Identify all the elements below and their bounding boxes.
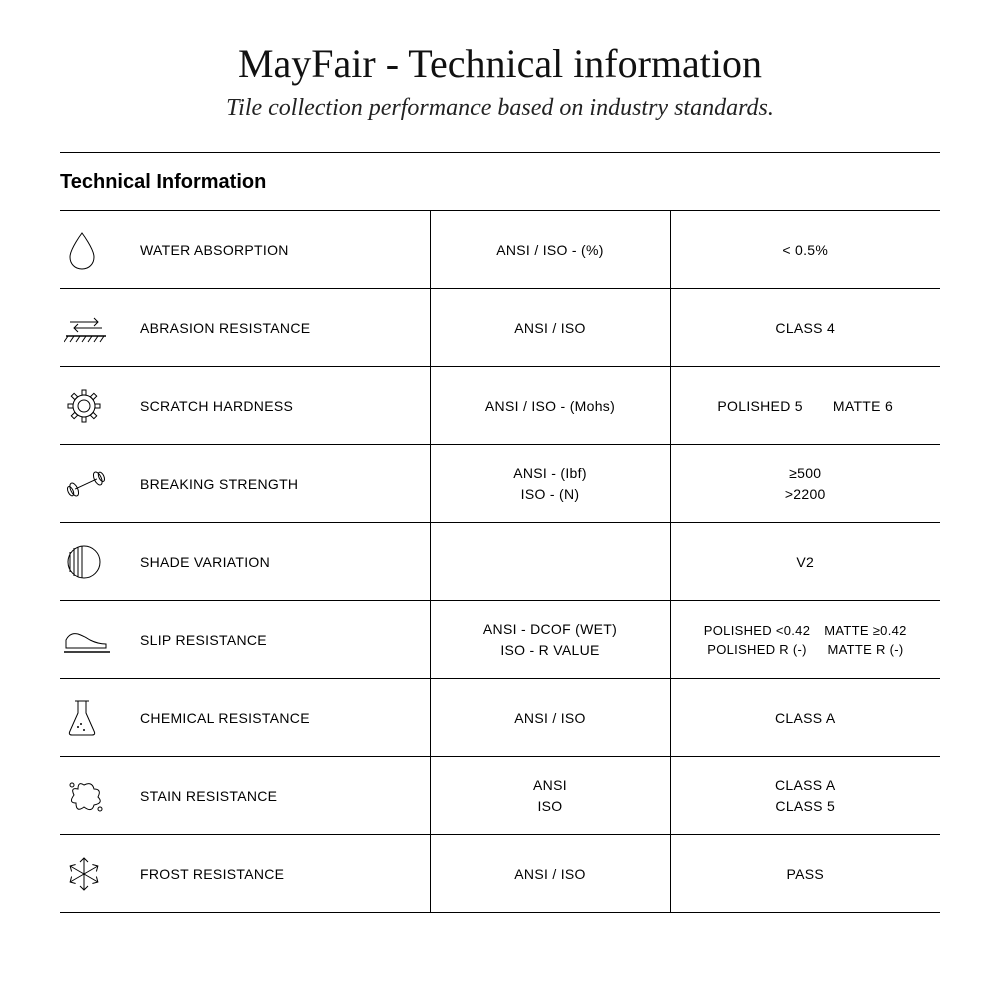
icon-cell	[60, 367, 120, 445]
value-iso: CLASS 5	[671, 796, 941, 817]
row-value: CLASS A CLASS 5	[670, 757, 940, 835]
flask-icon	[64, 697, 100, 739]
row-label: FROST RESISTANCE	[120, 835, 430, 913]
row-value: ≥500 >2200	[670, 445, 940, 523]
shade-circle-icon	[64, 542, 104, 582]
row-label: BREAKING STRENGTH	[120, 445, 430, 523]
standard-ansi: ANSI	[431, 775, 670, 796]
icon-cell	[60, 601, 120, 679]
row-standard: ANSI / ISO	[430, 835, 670, 913]
value-polished: POLISHED 5	[717, 398, 802, 414]
value-matte: MATTE 6	[833, 398, 893, 414]
value-iso: >2200	[671, 484, 941, 505]
row-value: POLISHED 5 MATTE 6	[670, 367, 940, 445]
section-header: Technical Information	[60, 171, 940, 194]
table-row: BREAKING STRENGTH ANSI - (Ibf) ISO - (N)…	[60, 445, 940, 523]
row-label: ABRASION RESISTANCE	[120, 289, 430, 367]
table-row: WATER ABSORPTION ANSI / ISO - (%) < 0.5%	[60, 211, 940, 289]
value-b: MATTE ≥0.42	[824, 623, 906, 638]
icon-cell	[60, 835, 120, 913]
row-standard: ANSI ISO	[430, 757, 670, 835]
row-label: WATER ABSORPTION	[120, 211, 430, 289]
table-row: SLIP RESISTANCE ANSI - DCOF (WET) ISO - …	[60, 601, 940, 679]
value-ansi: CLASS A	[671, 775, 941, 796]
icon-cell	[60, 679, 120, 757]
standard-ansi: ANSI - DCOF (WET)	[431, 619, 670, 640]
table-row: ABRASION RESISTANCE ANSI / ISO CLASS 4	[60, 289, 940, 367]
page-subtitle: Tile collection performance based on ind…	[60, 95, 940, 122]
icon-cell	[60, 445, 120, 523]
row-standard: ANSI / ISO	[430, 289, 670, 367]
icon-cell	[60, 211, 120, 289]
standard-iso: ISO	[431, 796, 670, 817]
value-a: POLISHED <0.42	[704, 623, 810, 638]
shoe-icon	[64, 622, 110, 658]
row-label: SHADE VARIATION	[120, 523, 430, 601]
row-standard: ANSI / ISO - (Mohs)	[430, 367, 670, 445]
row-label: SCRATCH HARDNESS	[120, 367, 430, 445]
row-label: CHEMICAL RESISTANCE	[120, 679, 430, 757]
row-standard: ANSI - DCOF (WET) ISO - R VALUE	[430, 601, 670, 679]
abrasion-icon	[64, 310, 108, 346]
icon-cell	[60, 757, 120, 835]
header: MayFair - Technical information Tile col…	[60, 40, 940, 122]
row-standard: ANSI / ISO - (%)	[430, 211, 670, 289]
icon-cell	[60, 289, 120, 367]
row-standard: ANSI - (Ibf) ISO - (N)	[430, 445, 670, 523]
dumbbell-icon	[64, 464, 108, 504]
table-row: SCRATCH HARDNESS ANSI / ISO - (Mohs) POL…	[60, 367, 940, 445]
standard-iso: ISO - (N)	[431, 484, 670, 505]
icon-cell	[60, 523, 120, 601]
row-value: CLASS A	[670, 679, 940, 757]
value-d: MATTE R (-)	[824, 642, 906, 657]
row-value: POLISHED <0.42 MATTE ≥0.42 POLISHED R (-…	[670, 601, 940, 679]
row-standard: ANSI / ISO	[430, 679, 670, 757]
page-title: MayFair - Technical information	[60, 40, 940, 87]
standard-ansi: ANSI - (Ibf)	[431, 463, 670, 484]
row-value: < 0.5%	[670, 211, 940, 289]
row-value: V2	[670, 523, 940, 601]
row-label: STAIN RESISTANCE	[120, 757, 430, 835]
value-c: POLISHED R (-)	[704, 642, 810, 657]
water-drop-icon	[64, 229, 100, 271]
value-ansi: ≥500	[671, 463, 941, 484]
row-value: CLASS 4	[670, 289, 940, 367]
technical-table: WATER ABSORPTION ANSI / ISO - (%) < 0.5%…	[60, 210, 940, 913]
table-row: STAIN RESISTANCE ANSI ISO CLASS A CLASS …	[60, 757, 940, 835]
table-row: FROST RESISTANCE ANSI / ISO PASS	[60, 835, 940, 913]
row-value: PASS	[670, 835, 940, 913]
table-row: SHADE VARIATION V2	[60, 523, 940, 601]
divider	[60, 152, 940, 153]
table-row: CHEMICAL RESISTANCE ANSI / ISO CLASS A	[60, 679, 940, 757]
row-label: SLIP RESISTANCE	[120, 601, 430, 679]
gear-icon	[64, 386, 104, 426]
snowflake-icon	[64, 854, 104, 894]
row-standard	[430, 523, 670, 601]
standard-iso: ISO - R VALUE	[431, 640, 670, 661]
stain-icon	[64, 777, 106, 815]
